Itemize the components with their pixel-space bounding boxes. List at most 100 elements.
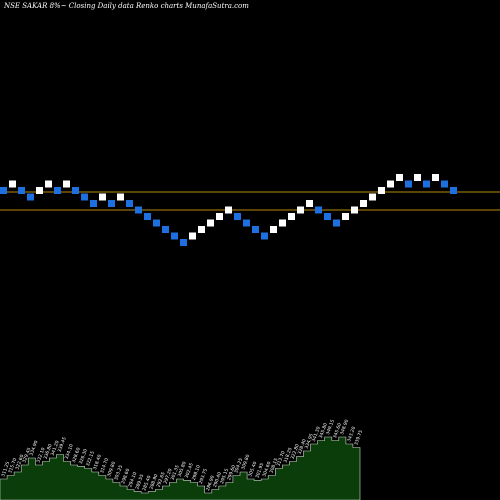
volume-price-label: 295.15 bbox=[219, 468, 230, 485]
down-brick bbox=[405, 180, 412, 188]
up-brick bbox=[270, 226, 277, 233]
up-brick bbox=[342, 213, 349, 220]
up-brick bbox=[198, 226, 205, 233]
down-brick bbox=[234, 213, 241, 220]
volume-price-label: 301.35 bbox=[170, 464, 181, 481]
volume-price-label: 332.10 bbox=[36, 447, 47, 464]
up-brick bbox=[9, 180, 16, 188]
up-brick bbox=[387, 180, 394, 188]
volume-price-label: 309.80 bbox=[106, 461, 117, 478]
down-brick bbox=[144, 213, 151, 220]
volume-price-label: 322.80 bbox=[290, 443, 301, 460]
volume-price-label: 322.15 bbox=[85, 450, 96, 467]
down-brick bbox=[90, 200, 97, 207]
up-brick bbox=[378, 187, 385, 194]
volume-price-label: 334.90 bbox=[28, 440, 39, 457]
chart-title: NSE SAKAR 8%~ Closing Daily data Renko c… bbox=[3, 2, 249, 10]
up-brick bbox=[207, 219, 214, 227]
up-brick bbox=[36, 187, 43, 194]
volume-price-label: 334.10 bbox=[64, 443, 75, 460]
volume-price-label: 285.40 bbox=[141, 475, 152, 492]
volume-price-label: 326.30 bbox=[78, 448, 89, 465]
volume-price-label: 297.20 bbox=[163, 468, 174, 485]
volume-panel: 311.25315.70322.60329.45334.90332.10336.… bbox=[0, 419, 364, 500]
volume-price-label: 304.60 bbox=[261, 461, 272, 478]
up-brick bbox=[63, 180, 70, 188]
down-brick bbox=[243, 219, 250, 227]
volume-price-label: 339.45 bbox=[57, 436, 68, 453]
down-brick bbox=[450, 187, 457, 194]
volume-price-label: 294.10 bbox=[127, 471, 138, 488]
down-brick bbox=[72, 187, 79, 194]
volume-price-label: 345.80 bbox=[318, 422, 329, 439]
volume-price-label: 286.90 bbox=[205, 475, 216, 492]
volume-price-label: 298.60 bbox=[120, 468, 131, 485]
up-brick bbox=[351, 206, 358, 214]
volume-price-label: 292.65 bbox=[156, 471, 167, 488]
volume-price-label: 288.90 bbox=[148, 473, 159, 490]
down-brick bbox=[441, 180, 448, 188]
volume-price-label: 309.80 bbox=[240, 454, 251, 471]
volume-price-label: 343.20 bbox=[346, 426, 357, 443]
up-brick bbox=[99, 193, 106, 201]
down-brick bbox=[18, 187, 25, 194]
down-brick bbox=[27, 193, 34, 201]
down-brick bbox=[54, 187, 61, 194]
volume-price-label: 318.25 bbox=[283, 447, 294, 464]
up-brick bbox=[360, 200, 367, 207]
up-brick bbox=[306, 200, 313, 207]
down-brick bbox=[153, 219, 160, 227]
volume-price-label: 341.30 bbox=[311, 426, 322, 443]
down-brick bbox=[333, 219, 340, 227]
down-brick bbox=[108, 200, 115, 207]
volume-price-label: 308.15 bbox=[268, 457, 279, 474]
renko-bricks bbox=[0, 174, 457, 246]
volume-price-label: 304.25 bbox=[233, 457, 244, 474]
volume-price-label: 299.60 bbox=[226, 464, 237, 481]
volume-price-label: 298.10 bbox=[191, 464, 202, 481]
volume-price-label: 329.45 bbox=[21, 447, 32, 464]
up-brick bbox=[288, 213, 295, 220]
volume-price-label: 328.40 bbox=[297, 438, 308, 455]
up-brick bbox=[432, 174, 439, 181]
down-brick bbox=[135, 206, 142, 214]
down-brick bbox=[171, 232, 178, 240]
down-brick bbox=[81, 193, 88, 201]
up-brick bbox=[189, 232, 196, 240]
volume-price-label: 345.60 bbox=[332, 422, 343, 439]
volume-price-label: 328.60 bbox=[71, 447, 82, 464]
up-brick bbox=[45, 180, 52, 188]
up-brick bbox=[297, 206, 304, 214]
volume-price-label: 305.40 bbox=[247, 461, 258, 478]
up-brick bbox=[225, 206, 232, 214]
down-brick bbox=[126, 200, 133, 207]
down-brick bbox=[162, 226, 169, 233]
volume-price-label: 349.15 bbox=[325, 419, 336, 436]
volume-price-label: 301.95 bbox=[254, 462, 265, 479]
up-brick bbox=[369, 193, 376, 201]
down-brick bbox=[0, 187, 7, 194]
volume-price-label: 315.70 bbox=[7, 457, 18, 474]
volume-price-label: 336.80 bbox=[43, 443, 54, 460]
up-brick bbox=[279, 219, 286, 227]
up-brick bbox=[396, 174, 403, 181]
volume-price-label: 289.55 bbox=[134, 473, 145, 490]
up-brick bbox=[216, 213, 223, 220]
down-brick bbox=[423, 180, 430, 188]
volume-price-label: 293.75 bbox=[198, 468, 209, 485]
volume-price-label: 305.80 bbox=[177, 461, 188, 478]
volume-price-label: 311.25 bbox=[0, 461, 11, 478]
volume-price-label: 314.70 bbox=[99, 457, 110, 474]
down-brick bbox=[261, 232, 268, 240]
volume-price-label: 334.95 bbox=[304, 433, 315, 450]
volume-area bbox=[0, 436, 361, 500]
volume-price-label: 348.90 bbox=[339, 419, 350, 436]
volume-price-label: 303.25 bbox=[113, 464, 124, 481]
down-brick bbox=[315, 206, 322, 214]
down-brick bbox=[180, 239, 187, 246]
up-brick bbox=[117, 193, 124, 201]
volume-price-label: 322.60 bbox=[14, 454, 25, 471]
volume-price-label: 318.40 bbox=[92, 454, 103, 471]
